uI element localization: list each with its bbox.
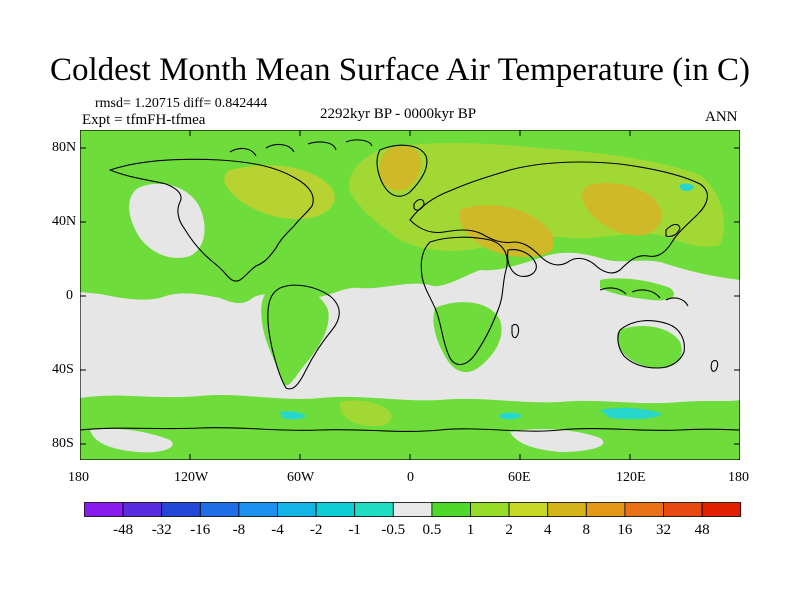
arctic-islands-coast	[229, 139, 373, 157]
greenland-coast	[376, 144, 428, 197]
colorbar-box	[624, 502, 664, 517]
colorbar-label: 16	[617, 522, 633, 538]
arctic-cyan-patch	[680, 183, 694, 191]
maritime-green-region	[600, 278, 674, 301]
north-america-coast	[109, 158, 314, 282]
antarctic-cyan-patch-3	[500, 412, 522, 420]
period-label: 2292kyr BP - 0000kyr BP	[320, 106, 477, 122]
lon-label-180-left: 180	[68, 470, 89, 485]
colorbar-label: 2	[505, 522, 512, 538]
south-america-coast	[267, 284, 340, 390]
north-pacific-grey-region	[129, 183, 205, 258]
coastlines	[80, 139, 740, 432]
colorbar-label: 4	[544, 522, 552, 538]
colorbar-box	[431, 502, 471, 517]
antarctic-cyan-patch-2	[600, 407, 662, 420]
colorbar-labels: -48 -32 -16 -8 -4 -2 -1 -0.5 0.5 1 2 4 8 16 32 48	[113, 522, 710, 538]
new-zealand-coast	[710, 359, 719, 372]
colorbar-box	[161, 502, 201, 517]
japan-coast	[665, 223, 681, 238]
lon-label-60e: 60E	[508, 470, 531, 485]
colorbar-label: -4	[271, 522, 284, 538]
nh-tan-region-2	[581, 183, 662, 236]
map-title: Coldest Month Mean Surface Air Temperatu…	[50, 52, 750, 88]
southern-ocean-grey-region-2	[510, 429, 604, 452]
south-america-green-region	[261, 286, 329, 386]
colorbar-label: -8	[233, 522, 246, 538]
colorbar-box	[277, 502, 317, 517]
lat-label-80s: 80S	[52, 436, 74, 451]
colorbar-box	[470, 502, 510, 517]
colorbar-box	[508, 502, 549, 517]
greenland-tan-region	[379, 146, 421, 191]
australia-green-region	[617, 326, 682, 368]
australia-coast	[617, 320, 685, 369]
nh-yellowgreen-region	[224, 165, 335, 220]
season-label: ANN	[705, 109, 738, 125]
colorbar-label: 32	[656, 522, 671, 538]
nh-tan-region	[459, 205, 554, 258]
colorbar-box	[122, 502, 163, 517]
colorbar-label: 8	[583, 522, 591, 538]
colorbar-boxes	[84, 502, 742, 517]
colorbar-label: -2	[310, 522, 323, 538]
southern-ocean-green-region	[80, 395, 740, 460]
colorbar-box	[354, 502, 394, 517]
axis-ticks	[80, 130, 740, 460]
africa-green-region	[433, 302, 502, 373]
uk-coast	[413, 198, 425, 211]
lon-label-180-right: 180	[728, 470, 749, 485]
lon-label-0: 0	[407, 470, 414, 485]
eurasia-coast	[409, 161, 708, 274]
lon-label-120w: 120W	[174, 470, 209, 485]
colorbar-label: 48	[695, 522, 710, 538]
colorbar-label: 1	[467, 522, 475, 538]
colorbar-box	[392, 502, 433, 517]
antarctica-coast	[80, 427, 740, 432]
antarctic-cyan-patch	[280, 411, 306, 420]
lon-label-60w: 60W	[287, 470, 315, 485]
colorbar-label: 0.5	[423, 522, 442, 538]
africa-coast	[420, 236, 508, 366]
colorbar-label: -48	[113, 522, 133, 538]
lon-label-120e: 120E	[616, 470, 646, 485]
colorbar-box	[663, 502, 703, 517]
arabia-coast	[507, 249, 537, 277]
colorbar-box	[315, 502, 356, 517]
colorbar-box	[238, 502, 278, 517]
southern-ocean-grey-region	[90, 428, 173, 453]
colorbar: -48 -32 -16 -8 -4 -2 -1 -0.5 0.5 1 2 4 8 16 32 48	[84, 502, 742, 538]
madagascar-coast	[511, 323, 520, 339]
lat-label-40n: 40N	[52, 214, 77, 229]
colorbar-label: -1	[348, 522, 361, 538]
temperature-map	[80, 130, 740, 460]
lat-label-80n: 80N	[52, 140, 77, 155]
colorbar-label: -32	[152, 522, 172, 538]
colorbar-box	[547, 502, 587, 517]
colorbar-box	[701, 502, 742, 517]
southern-ocean-lime-region	[339, 400, 392, 427]
lat-label-40s: 40S	[52, 362, 74, 377]
experiment-label: Expt = tfmFH-tfmea	[82, 112, 206, 128]
colorbar-label: -16	[190, 522, 210, 538]
colorbar-box	[585, 502, 626, 517]
colorbar-box	[199, 502, 240, 517]
colorbar-box	[84, 502, 124, 517]
colorbar-label: -0.5	[381, 522, 405, 538]
rmsd-diff-stats: rmsd= 1.20715 diff= 0.842444	[95, 96, 268, 111]
maritime-islands-coast	[599, 287, 689, 307]
lat-label-0: 0	[66, 288, 73, 303]
